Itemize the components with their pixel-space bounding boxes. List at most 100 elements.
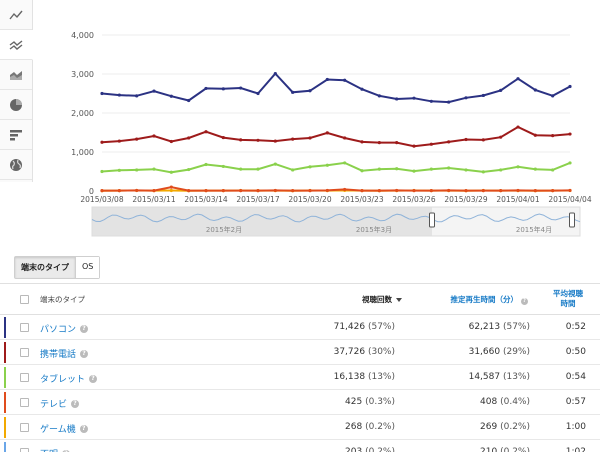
data-point: [568, 188, 572, 193]
sort-desc-icon: [396, 298, 402, 302]
watch-time-value: 408: [480, 397, 498, 407]
watch-time-cell: 31,660 (29%): [469, 347, 530, 357]
watch-time-percent: (57%): [502, 322, 530, 332]
data-point: [117, 189, 121, 193]
help-icon[interactable]: ?: [71, 399, 80, 408]
data-point: [187, 98, 191, 103]
header-avg-view-duration[interactable]: 平均視聴 時間: [548, 289, 588, 309]
device-name-link[interactable]: 不明: [40, 447, 58, 452]
range-handle: [569, 212, 575, 228]
avg-duration-cell: 0:57: [565, 397, 586, 407]
area-chart-button[interactable]: [0, 60, 32, 90]
watch-time-cell: 269 (0.2%): [480, 422, 530, 432]
data-point: [291, 90, 295, 94]
data-point: [481, 170, 485, 174]
watch-time-cell: 62,213 (57%): [469, 322, 530, 332]
x-tick-label: 2015/03/11: [132, 195, 175, 204]
series-color-bar: [4, 367, 6, 388]
series-line: [101, 161, 571, 174]
data-point: [533, 167, 537, 171]
help-icon[interactable]: ?: [89, 374, 98, 383]
row-checkbox[interactable]: [20, 423, 29, 432]
help-icon[interactable]: ?: [80, 349, 89, 358]
data-point: [135, 94, 139, 98]
help-icon[interactable]: ?: [62, 449, 71, 452]
data-point: [447, 166, 451, 170]
row-checkbox[interactable]: [20, 323, 29, 332]
data-point: [308, 165, 312, 169]
data-point: [464, 96, 468, 100]
watch-time-percent: (29%): [502, 347, 530, 357]
views-percent: (30%): [367, 347, 395, 357]
line-chart-icon: [9, 10, 23, 19]
data-point: [152, 167, 156, 171]
y-tick-label: 0: [89, 187, 94, 196]
table-row: ゲーム機? 268 (0.2%) 269 (0.2%) 1:00: [0, 415, 600, 440]
data-point: [551, 189, 555, 193]
row-checkbox[interactable]: [20, 398, 29, 407]
avg-duration-cell: 0:52: [565, 322, 586, 332]
data-point: [325, 77, 329, 82]
data-point: [325, 131, 329, 135]
data-point: [429, 142, 433, 146]
data-point: [377, 189, 381, 193]
device-name-cell: タブレット?: [40, 372, 98, 385]
series-color-bar: [4, 417, 6, 438]
data-point: [499, 189, 503, 193]
select-all-checkbox[interactable]: [20, 295, 29, 304]
header-watch-time[interactable]: 推定再生時間（分）?: [451, 294, 528, 305]
data-point: [464, 137, 468, 142]
help-icon[interactable]: ?: [521, 298, 528, 305]
data-point: [117, 93, 121, 97]
data-point: [152, 134, 156, 138]
avg-duration-cell: 0:50: [565, 347, 586, 357]
watch-time-value: 269: [480, 422, 498, 432]
device-name-link[interactable]: ゲーム機: [40, 425, 76, 435]
map-button[interactable]: [0, 150, 32, 180]
help-icon[interactable]: ?: [79, 424, 88, 433]
header-views[interactable]: 視聴回数: [362, 294, 402, 305]
data-point: [499, 135, 503, 139]
globe-icon: [10, 158, 22, 171]
dimension-tabs: 端末のタイプ OS: [14, 256, 101, 279]
data-point: [100, 91, 104, 96]
views-value: 425: [345, 397, 363, 407]
data-point: [360, 140, 364, 144]
data-point: [221, 135, 225, 140]
avg-duration-cell: 1:02: [565, 447, 586, 452]
row-checkbox[interactable]: [20, 448, 29, 452]
device-name-link[interactable]: タブレット: [40, 375, 86, 385]
row-checkbox[interactable]: [20, 373, 29, 382]
device-name-link[interactable]: テレビ: [40, 400, 68, 410]
pie-chart-button[interactable]: [0, 90, 32, 120]
bar-chart-button[interactable]: [0, 120, 32, 150]
row-checkbox[interactable]: [20, 348, 29, 357]
device-name-link[interactable]: 携帯電話: [40, 350, 77, 360]
data-point: [481, 93, 485, 98]
data-point: [256, 167, 260, 171]
views-value: 268: [345, 422, 363, 432]
data-point: [117, 168, 121, 172]
data-point: [325, 188, 329, 193]
data-point: [377, 141, 381, 145]
data-point: [360, 169, 364, 173]
help-icon[interactable]: ?: [80, 324, 89, 333]
data-point: [447, 140, 451, 144]
device-name-cell: ゲーム機?: [40, 422, 88, 435]
line-chart-button[interactable]: [0, 0, 32, 30]
x-tick-label: 2015/03/29: [444, 195, 487, 204]
watch-time-value: 210: [480, 447, 498, 452]
tab-device-type[interactable]: 端末のタイプ: [15, 257, 75, 278]
data-point: [256, 91, 260, 96]
data-point: [308, 89, 312, 93]
data-point: [169, 188, 173, 193]
data-point: [377, 94, 381, 98]
tab-os[interactable]: OS: [75, 257, 100, 278]
multi-line-chart-button[interactable]: [0, 30, 33, 60]
data-point: [395, 167, 399, 171]
device-name-link[interactable]: パソコン: [40, 325, 77, 335]
avg-duration-cell: 1:00: [565, 422, 586, 432]
table-header: 端末のタイプ 視聴回数 推定再生時間（分）? 平均視聴 時間: [0, 283, 600, 315]
series-color-bar: [4, 442, 6, 452]
views-percent: (0.2%): [365, 447, 395, 452]
